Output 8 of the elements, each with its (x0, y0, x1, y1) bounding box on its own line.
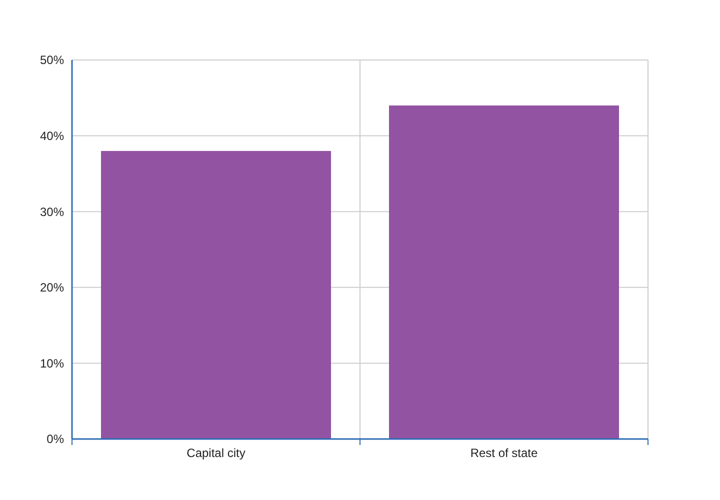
y-tick-label: 40% (40, 129, 64, 143)
y-tick-label: 20% (40, 280, 64, 295)
x-tick-label: Rest of state (470, 446, 538, 460)
y-tick-label: 0% (46, 432, 64, 446)
y-tick-label: 50% (40, 53, 64, 68)
x-tick-label: Capital city (186, 446, 246, 460)
y-tick-label: 30% (40, 204, 64, 219)
y-tick-label: 10% (40, 356, 64, 370)
